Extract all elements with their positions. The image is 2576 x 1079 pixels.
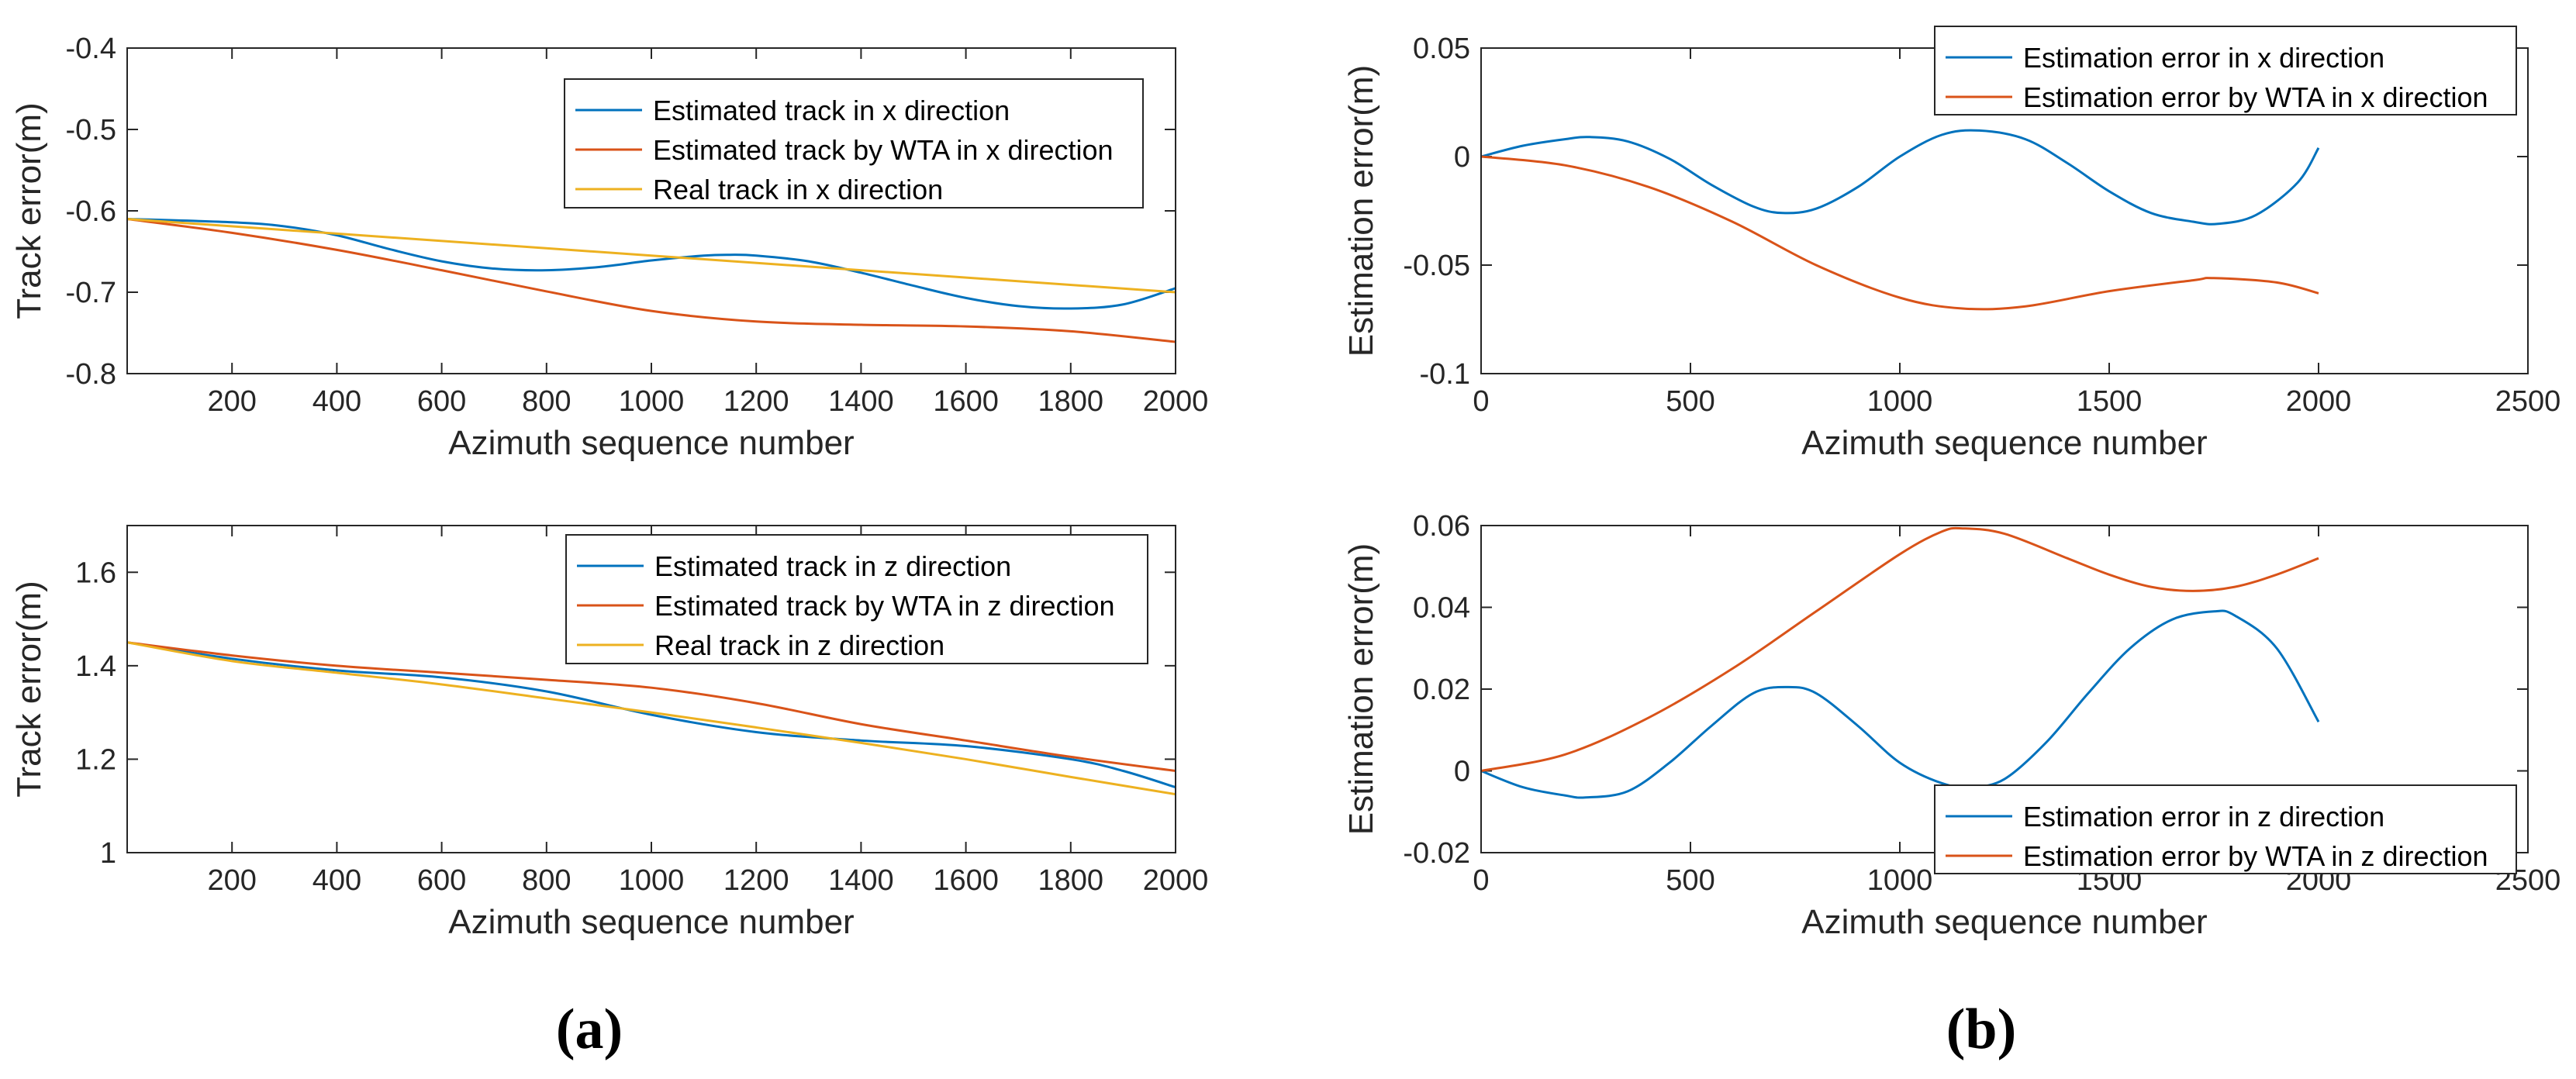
chart-b-top: 0 500 1000 1500 2000 2500 -0.1 -0.05 0 0.05 Azimut… bbox=[1342, 26, 2560, 462]
x-tick-label: 1000 bbox=[619, 385, 685, 418]
x-tick-label: 0 bbox=[1473, 385, 1489, 418]
x-axis-label: Azimuth sequence number bbox=[448, 424, 854, 462]
y-axis-label: Track error(m) bbox=[10, 581, 48, 797]
x-tick-label: 800 bbox=[522, 385, 571, 418]
legend-label-2: Estimation error by WTA in x direction bbox=[2023, 81, 2488, 113]
legend-label-2: Estimated track by WTA in x direction bbox=[653, 134, 1114, 166]
legend-box bbox=[565, 534, 1148, 664]
chart-b-bottom: 0 500 1000 1500 2000 2500-0.0200.020.040.06Az… bbox=[1342, 510, 2560, 941]
y-tick-label: -0.1 bbox=[1420, 358, 1470, 391]
y-tick-label: -0.05 bbox=[1403, 250, 1470, 282]
x-tick-label: 400 bbox=[313, 385, 361, 418]
x-axis-label: Azimuth sequence number bbox=[1801, 903, 2207, 941]
y-tick-label: 1.2 bbox=[75, 743, 116, 776]
y-tick-label: 0.04 bbox=[1413, 592, 1470, 625]
legend-label-1: Estimated track in z direction bbox=[654, 550, 1011, 582]
x-tick-label: 200 bbox=[207, 864, 256, 897]
x-tick-label: 2000 bbox=[1143, 385, 1209, 418]
axes-frame bbox=[126, 525, 1176, 853]
x-axis-label: Azimuth sequence number bbox=[448, 903, 854, 941]
y-tick-label: -0.7 bbox=[66, 277, 116, 309]
series-group bbox=[127, 641, 1176, 796]
y-axis-label: Track error(m) bbox=[10, 102, 48, 319]
series-group bbox=[1481, 526, 2320, 799]
x-tick-label: 1500 bbox=[2077, 385, 2143, 418]
x-axis-label: Azimuth sequence number bbox=[1801, 424, 2207, 462]
x-tick-label: 1200 bbox=[723, 385, 789, 418]
x-tick-label: 600 bbox=[417, 385, 466, 418]
x-tick-label: 500 bbox=[1666, 385, 1714, 418]
x-tick-label: 1000 bbox=[1867, 864, 1933, 897]
y-tick-label: 1.6 bbox=[75, 557, 116, 589]
series-line-1 bbox=[127, 641, 1176, 789]
x-tick-label: 0 bbox=[1473, 864, 1489, 897]
y-tick-label: 0 bbox=[1454, 756, 1470, 788]
series-line-2 bbox=[127, 218, 1176, 343]
y-tick-label: -0.02 bbox=[1403, 837, 1470, 870]
x-tick-label: 2000 bbox=[2286, 385, 2352, 418]
legend: Estimated track in z direction Estimated … bbox=[565, 534, 1148, 664]
x-tick-label: 2000 bbox=[1143, 864, 1209, 897]
y-tick-label: -0.8 bbox=[66, 358, 116, 391]
legend-label-1: Estimation error in z direction bbox=[2023, 801, 2384, 833]
x-tick-label: 1600 bbox=[933, 385, 999, 418]
y-tick-label: 0.06 bbox=[1413, 510, 1470, 543]
y-tick-label: 0 bbox=[1454, 141, 1470, 174]
y-tick-label: 1 bbox=[100, 837, 116, 870]
x-tick-label: 600 bbox=[417, 864, 466, 897]
series-line-1 bbox=[1481, 609, 2320, 799]
legend-label-1: Estimation error in x direction bbox=[2023, 42, 2384, 74]
legend-label-3: Real track in z direction bbox=[654, 629, 944, 661]
y-tick-label: 1.4 bbox=[75, 650, 116, 683]
x-tick-label: 1600 bbox=[933, 864, 999, 897]
y-axis-label: Estimation error(m) bbox=[1342, 65, 1380, 357]
legend-box bbox=[564, 78, 1144, 209]
y-tick-label: 0.02 bbox=[1413, 674, 1470, 706]
legend: Estimation error in z direction Estimatio… bbox=[1934, 784, 2517, 874]
y-tick-label: -0.4 bbox=[66, 33, 116, 65]
x-tick-label: 1800 bbox=[1038, 385, 1104, 418]
legend: Estimation error in x direction Estimatio… bbox=[1934, 26, 2517, 115]
x-tick-label: 1200 bbox=[723, 864, 789, 897]
plots: 200 400 600 800 1000 1200 1400 1600 1800 2000-0.8… bbox=[10, 26, 2560, 941]
x-tick-label: 1000 bbox=[619, 864, 685, 897]
legend-label-3: Real track in x direction bbox=[653, 174, 943, 205]
y-tick-label: -0.5 bbox=[66, 114, 116, 147]
x-tick-label: 1400 bbox=[828, 385, 894, 418]
x-tick-label: 1000 bbox=[1867, 385, 1933, 418]
series-line-1 bbox=[127, 218, 1176, 310]
x-tick-label: 2500 bbox=[2495, 385, 2561, 418]
x-tick-label: 500 bbox=[1666, 864, 1714, 897]
legend: Estimated track in x direction Estimated … bbox=[564, 78, 1144, 209]
series-line-2 bbox=[127, 641, 1176, 772]
x-tick-label: 1400 bbox=[828, 864, 894, 897]
series-line-3 bbox=[127, 641, 1176, 796]
legend-box bbox=[1934, 784, 2517, 874]
y-tick-label: -0.6 bbox=[66, 195, 116, 228]
legend-label-2: Estimation error by WTA in z direction bbox=[2023, 840, 2488, 872]
axes-frame bbox=[126, 47, 1176, 374]
series-line-1 bbox=[1481, 129, 2320, 226]
legend-label-1: Estimated track in x direction bbox=[653, 95, 1010, 126]
chart-a-bottom: 200 400 600 800 1000 1200 1400 1600 1800 2000 1 1.2… bbox=[10, 525, 1209, 941]
legend-box bbox=[1934, 26, 2517, 115]
series-line-2 bbox=[1481, 526, 2319, 772]
x-tick-label: 200 bbox=[207, 385, 256, 418]
chart-a-top: 200 400 600 800 1000 1200 1400 1600 1800 2000 -0.8… bbox=[10, 33, 1208, 462]
x-tick-label: 400 bbox=[313, 864, 361, 897]
y-axis-label: Estimation error(m) bbox=[1342, 543, 1380, 836]
panel-label-a: (a) bbox=[556, 998, 623, 1061]
series-group bbox=[1481, 129, 2320, 311]
x-tick-label: 1800 bbox=[1038, 864, 1104, 897]
panel-label-b: (b) bbox=[1946, 998, 2016, 1061]
y-tick-label: 0.05 bbox=[1413, 33, 1470, 65]
series-line-2 bbox=[1481, 155, 2319, 311]
series-line-3 bbox=[127, 218, 1176, 294]
x-tick-label: 800 bbox=[522, 864, 571, 897]
series-group bbox=[127, 218, 1176, 343]
legend-label-2: Estimated track by WTA in z direction bbox=[654, 590, 1115, 622]
